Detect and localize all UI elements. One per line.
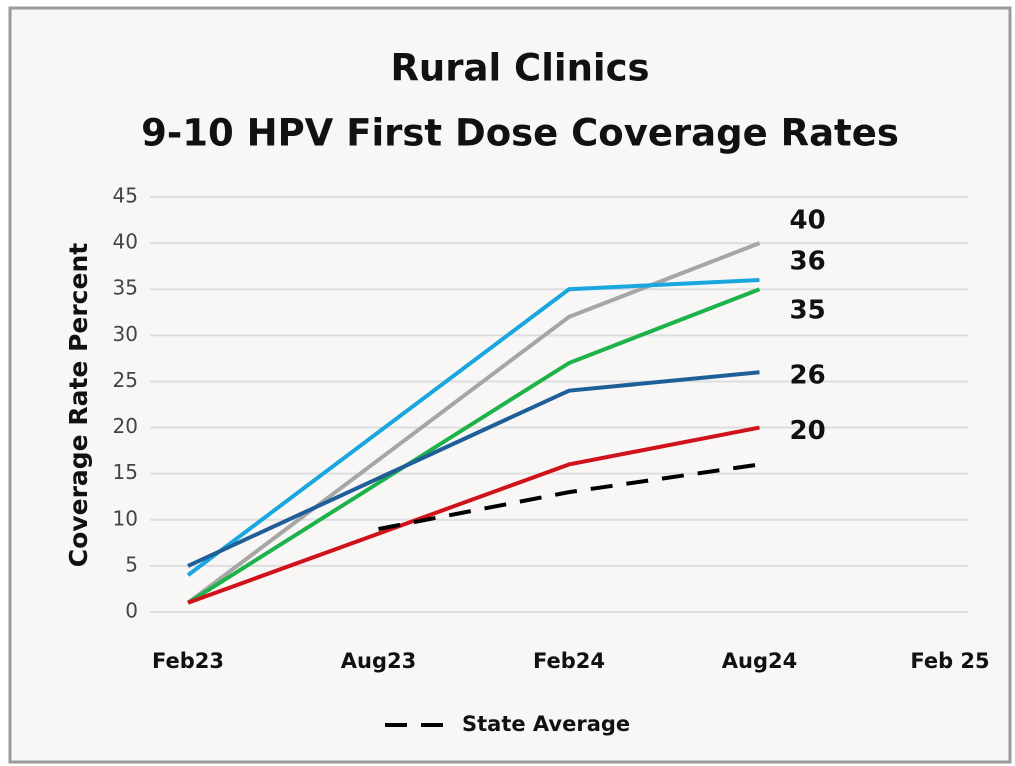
- y-tick-label: 5: [125, 552, 138, 576]
- series-line: [186, 278, 760, 577]
- y-tick-label: 15: [113, 460, 138, 484]
- end-value-label: 40: [790, 206, 826, 236]
- y-tick-label: 25: [113, 368, 138, 392]
- y-tick-label: 30: [113, 322, 138, 346]
- chart-title: Rural Clinics: [390, 47, 649, 90]
- series-line: [187, 370, 760, 568]
- x-tick-label: Aug24: [722, 649, 797, 673]
- end-value-label: 20: [790, 416, 826, 446]
- series-line: [186, 287, 761, 605]
- y-tick-label: 45: [113, 184, 138, 208]
- y-tick-label: 0: [125, 599, 138, 623]
- y-tick-label: 10: [113, 506, 138, 530]
- y-axis-label: Coverage Rate Percent: [64, 243, 93, 567]
- series-line: [187, 425, 760, 605]
- end-value-label: 36: [790, 247, 826, 277]
- x-tick-label: Aug23: [341, 649, 416, 673]
- x-tick-label: Feb24: [533, 649, 605, 673]
- end-value-label: 26: [790, 361, 826, 391]
- legend-label: State Average: [462, 712, 630, 736]
- y-tick-label: 20: [113, 414, 138, 438]
- end-value-label: 35: [790, 296, 826, 326]
- chart-subtitle: 9-10 HPV First Dose Coverage Rates: [141, 112, 899, 155]
- x-tick-label: Feb23: [152, 649, 224, 673]
- series-line: [378, 462, 760, 531]
- chart-frame: [8, 6, 1012, 764]
- y-tick-label: 40: [113, 230, 138, 254]
- x-tick-label: Feb 25: [910, 649, 989, 673]
- y-tick-label: 35: [113, 276, 138, 300]
